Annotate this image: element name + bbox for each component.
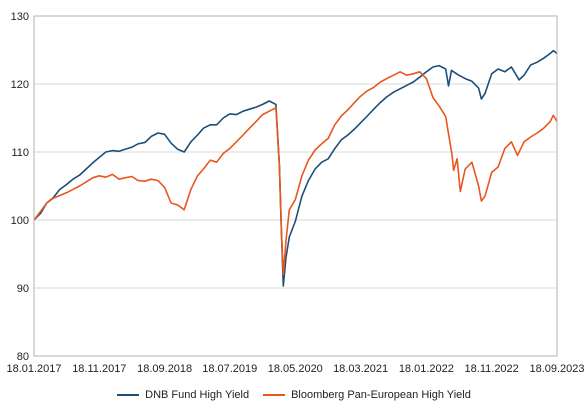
legend-label-bloomberg: Bloomberg Pan-European High Yield	[291, 389, 471, 401]
series-line-0	[33, 49, 558, 287]
y-tick-label: 130	[11, 11, 29, 23]
x-tick-label: 18.01.2022	[399, 363, 454, 375]
y-axis-tick-labels: 80 90 100 110 120 130	[11, 11, 29, 363]
x-tick-label: 18.07.2019	[202, 363, 257, 375]
series-line-1	[33, 71, 558, 276]
x-axis-tick-labels: 18.01.2017 18.11.2017 18.09.2018 18.07.2019…	[6, 363, 584, 375]
legend-swatch-bloomberg	[263, 394, 286, 396]
plot-area-border	[33, 15, 558, 357]
legend-swatch-dnb	[117, 394, 140, 396]
series-lines	[33, 49, 558, 287]
legend: DNB Fund High Yield Bloomberg Pan-Europe…	[0, 389, 588, 401]
y-tick-label: 100	[11, 215, 29, 227]
legend-item-dnb: DNB Fund High Yield	[117, 389, 249, 401]
x-tick-label: 18.01.2017	[6, 363, 61, 375]
x-tick-label: 18.11.2017	[72, 363, 126, 375]
x-tick-label: 18.09.2018	[137, 363, 192, 375]
x-tick-label: 18.11.2022	[465, 363, 519, 375]
x-tick-label: 18.09.2023	[529, 363, 584, 375]
x-tick-label: 18.03.2021	[333, 363, 388, 375]
y-tick-label: 80	[17, 351, 29, 363]
y-tick-label: 120	[11, 79, 29, 91]
y-tick-label: 110	[11, 147, 29, 159]
x-tick-label: 18.05.2020	[268, 363, 323, 375]
legend-item-bloomberg: Bloomberg Pan-European High Yield	[263, 389, 471, 401]
y-tick-label: 90	[17, 283, 29, 295]
legend-label-dnb: DNB Fund High Yield	[145, 389, 250, 401]
